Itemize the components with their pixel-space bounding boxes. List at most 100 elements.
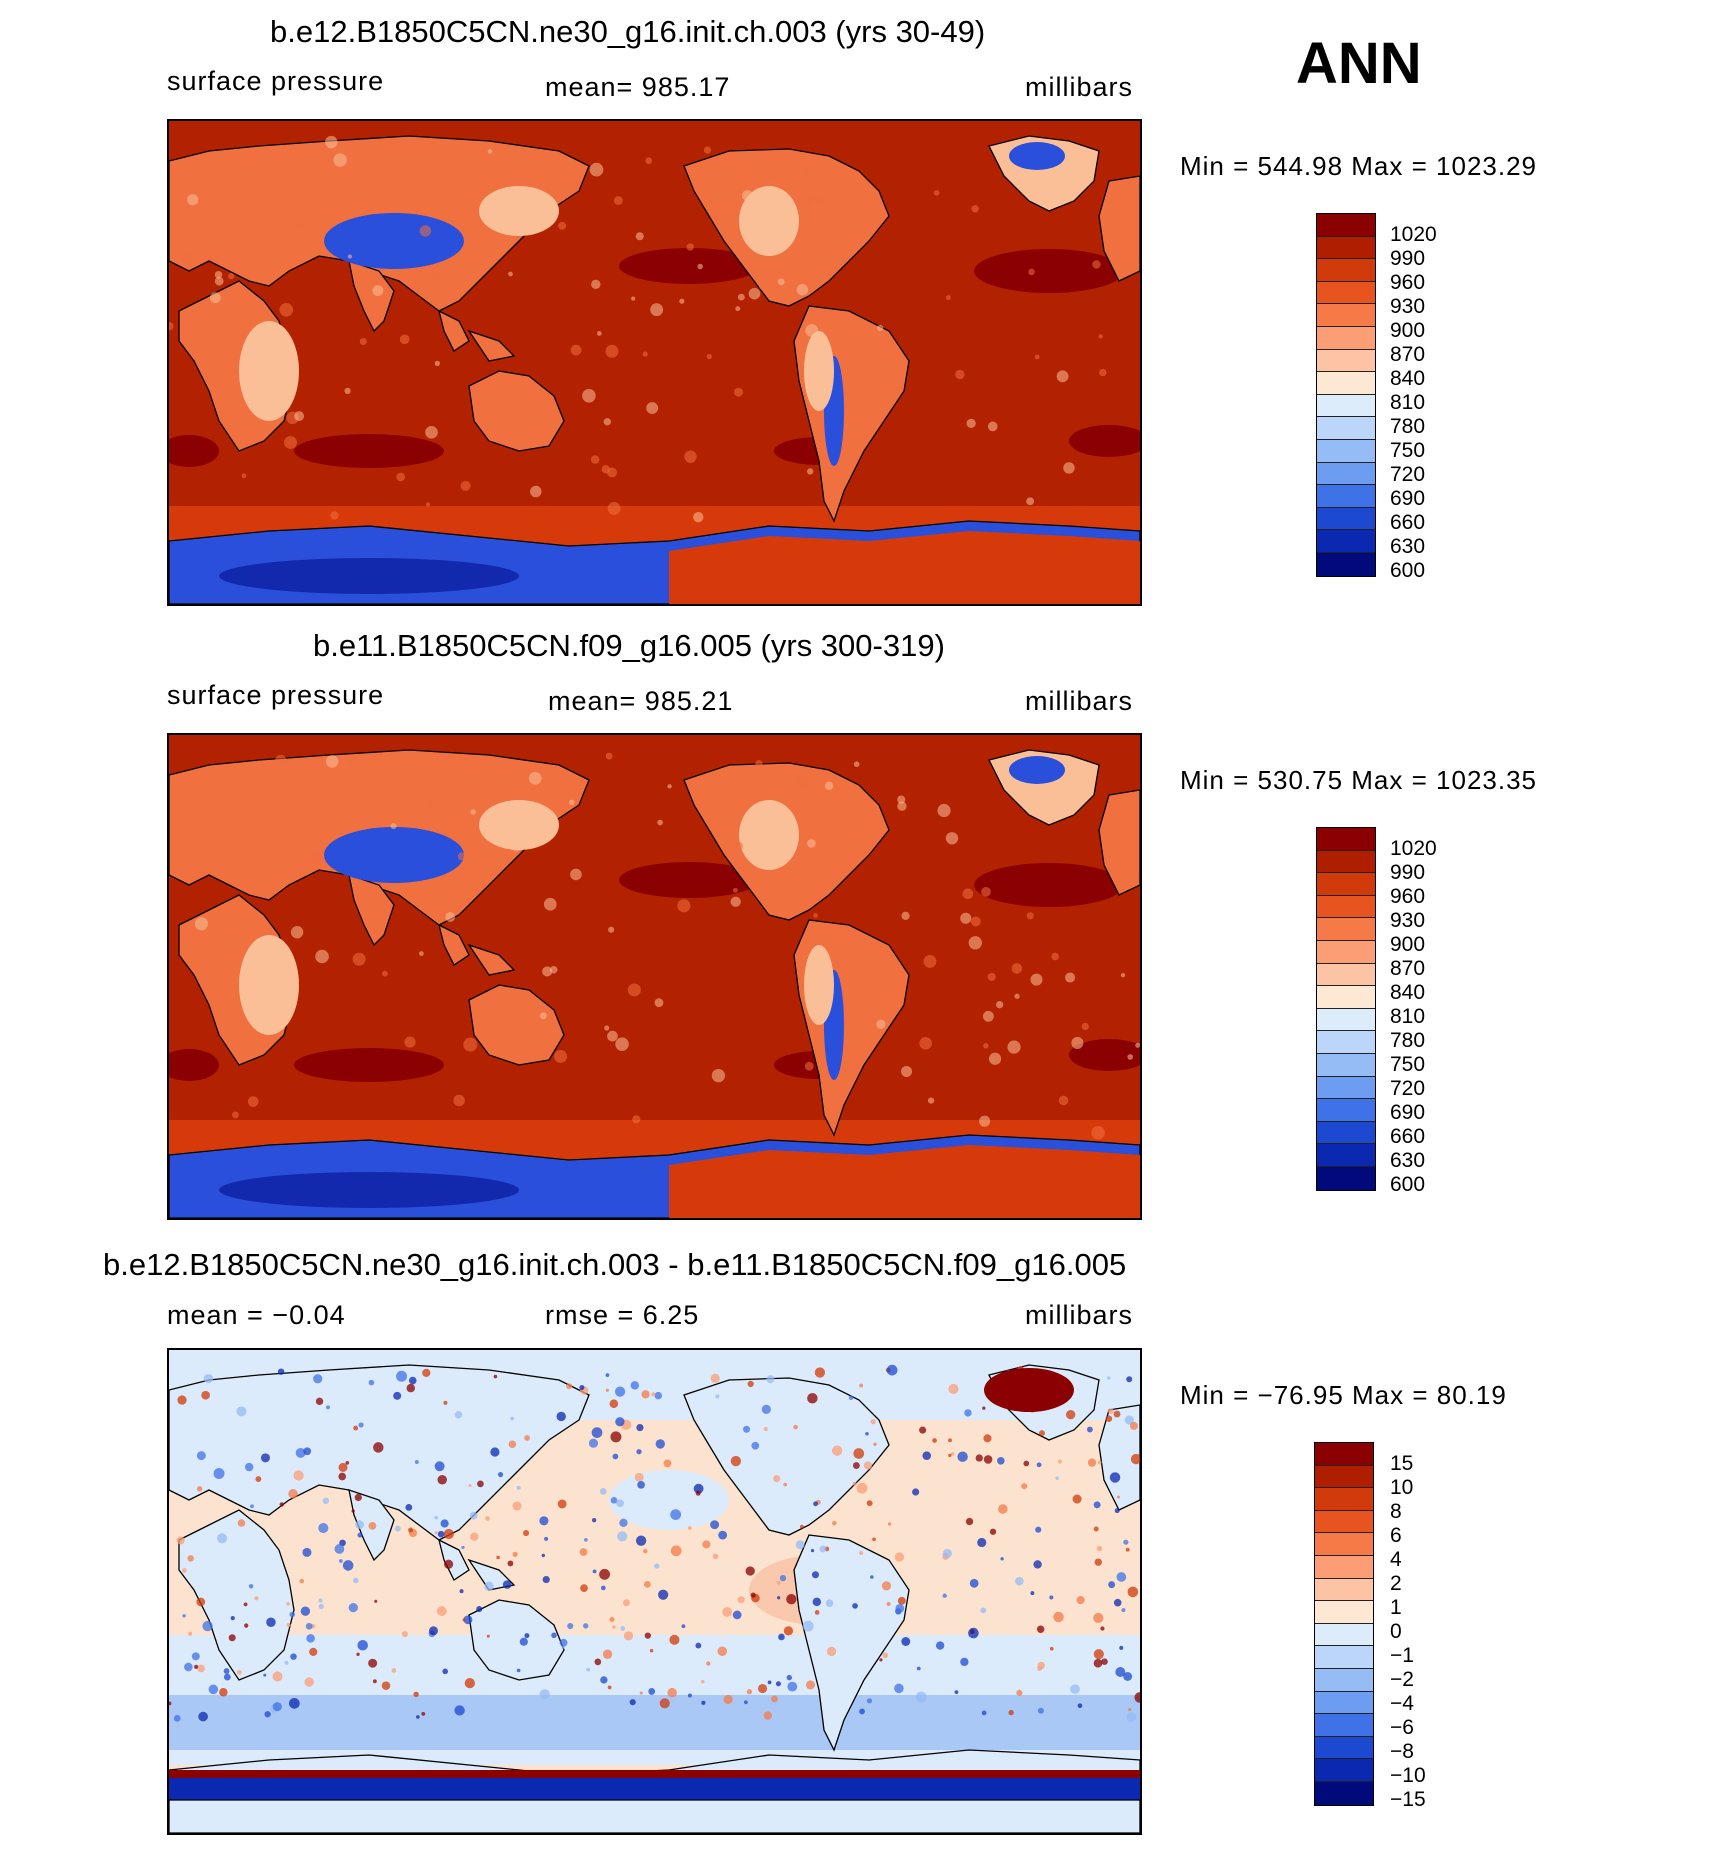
difference-speckle — [1119, 1645, 1124, 1650]
colorbar-tick-label: 930 — [1390, 909, 1426, 932]
difference-speckle — [485, 1516, 490, 1521]
terrain-detail — [945, 295, 951, 301]
terrain-detail — [803, 194, 815, 205]
terrain-detail — [960, 912, 972, 924]
antarctic-plateau — [219, 558, 519, 594]
difference-speckle — [508, 1440, 517, 1448]
difference-speckle — [887, 1522, 892, 1526]
difference-speckle — [434, 1515, 438, 1520]
difference-speckle — [381, 1681, 391, 1690]
difference-speckle — [357, 1532, 363, 1538]
difference-speckle — [414, 1460, 419, 1464]
difference-speckle — [454, 1705, 465, 1716]
difference-speckle — [469, 1511, 478, 1520]
panel-3-map — [167, 1348, 1142, 1835]
difference-speckle — [612, 1625, 616, 1629]
difference-speckle — [641, 1390, 650, 1399]
difference-speckle — [859, 1550, 864, 1556]
difference-speckle — [968, 1627, 979, 1639]
difference-speckle — [187, 1555, 194, 1562]
difference-speckle — [1016, 1689, 1023, 1696]
terrain-detail — [1063, 462, 1075, 474]
difference-speckle — [304, 1677, 314, 1687]
difference-speckle — [342, 1560, 354, 1571]
terrain-detail — [275, 754, 287, 767]
panel-3-colorbar — [1314, 1442, 1374, 1806]
difference-speckle — [516, 1668, 521, 1673]
difference-speckle — [1053, 1611, 1064, 1623]
antarctic-peninsula-region — [669, 531, 1140, 604]
difference-speckle — [607, 1685, 612, 1690]
difference-speckle — [610, 1431, 622, 1443]
difference-speckle — [919, 1426, 927, 1434]
difference-speckle — [1030, 1591, 1035, 1596]
difference-speckle — [422, 1368, 431, 1377]
difference-speckle — [651, 1392, 656, 1397]
antarctic-peninsula-region — [669, 1145, 1140, 1218]
terrain-detail — [982, 1010, 994, 1022]
difference-speckle — [486, 1634, 490, 1638]
terrain-detail — [325, 135, 338, 149]
panel-3-title: b.e12.B1850C5CN.ne30_g16.init.ch.003 - b… — [103, 1247, 1127, 1282]
difference-speckle — [766, 1375, 775, 1384]
terrain-detail — [570, 868, 582, 881]
difference-speckle — [1125, 1547, 1130, 1552]
difference-speckle — [1072, 1494, 1082, 1504]
difference-speckle — [326, 1405, 330, 1410]
difference-speckle — [318, 1598, 323, 1603]
difference-speckle — [223, 1668, 230, 1674]
terrain-detail — [971, 205, 979, 213]
colorbar-tick-label: 630 — [1390, 1149, 1426, 1172]
panel-1-colorbar — [1316, 213, 1376, 577]
difference-speckle — [980, 1607, 987, 1614]
difference-speckle — [787, 1681, 798, 1692]
panel-2-minmax: Min = 530.75 Max = 1023.35 — [1180, 765, 1538, 795]
difference-speckle — [897, 1596, 906, 1605]
difference-speckle — [1121, 1608, 1126, 1613]
terrain-detail — [995, 1001, 1004, 1009]
colorbar-tick-label: 720 — [1390, 463, 1426, 486]
terrain-detail — [1135, 1042, 1140, 1048]
difference-speckle — [718, 1530, 728, 1540]
colorbar-tick-label: −4 — [1390, 1692, 1414, 1715]
difference-speckle — [1126, 1376, 1133, 1383]
difference-speckle — [775, 1681, 781, 1687]
colorbar-swatch — [1317, 895, 1375, 919]
terrain-detail — [937, 803, 951, 818]
difference-speckle — [173, 1715, 181, 1722]
difference-speckle — [507, 1560, 514, 1567]
terrain-detail — [590, 455, 600, 464]
difference-speckle — [715, 1394, 720, 1399]
difference-speckle — [654, 1563, 660, 1569]
terrain-detail — [735, 306, 741, 312]
terrain-detail — [1030, 973, 1043, 986]
difference-speckle — [1076, 1596, 1085, 1605]
difference-speckle — [998, 1504, 1008, 1514]
difference-speckle — [193, 1664, 199, 1670]
difference-speckle — [524, 1435, 530, 1441]
difference-speckle — [948, 1383, 959, 1395]
terrain-detail — [508, 271, 513, 277]
difference-speckle — [1057, 1459, 1063, 1464]
terrain-detail — [804, 1061, 814, 1071]
terrain-detail — [315, 949, 329, 964]
difference-speckle — [983, 1434, 992, 1443]
difference-speckle — [338, 1462, 348, 1472]
difference-speckle — [512, 1501, 522, 1511]
difference-speckle — [244, 1623, 249, 1628]
panel-1-minmax: Min = 544.98 Max = 1023.29 — [1180, 151, 1538, 181]
colorbar-swatch — [1317, 850, 1375, 874]
antarctic-coast-positive — [169, 1770, 1140, 1778]
terrain-detail — [650, 303, 664, 317]
difference-speckle — [873, 1442, 877, 1446]
terrain-detail — [1092, 260, 1101, 269]
terrain-detail — [607, 502, 621, 515]
terrain-detail — [667, 784, 672, 789]
terrain-detail — [755, 760, 763, 768]
terrain-detail — [1034, 354, 1040, 360]
pressure-low-region — [739, 186, 799, 256]
difference-speckle — [605, 1388, 609, 1392]
terrain-detail — [654, 998, 664, 1008]
difference-speckle — [1127, 1586, 1139, 1598]
difference-speckle — [277, 1368, 285, 1375]
